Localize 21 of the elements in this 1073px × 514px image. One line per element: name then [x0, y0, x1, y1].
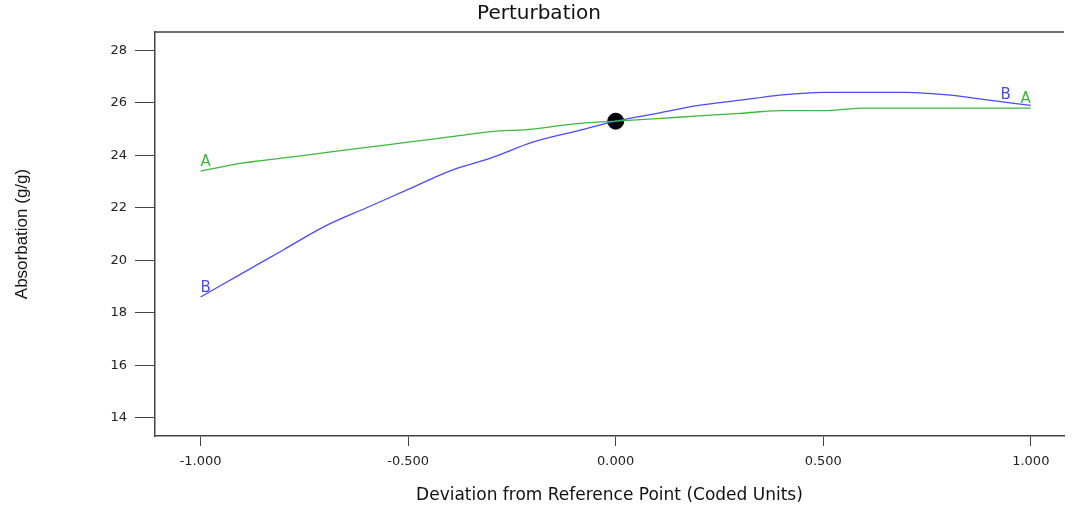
text: B: [200, 278, 211, 297]
y-tick-label: 22: [110, 199, 127, 215]
y-tick-label: 20: [110, 251, 127, 267]
y-axis-title: Absorbation (g/g): [11, 168, 31, 300]
x-tick-label: 1.000: [1012, 453, 1050, 469]
y-tick-label: 14: [110, 409, 127, 425]
chart-title: Perturbation: [477, 0, 601, 25]
series-label: A: [200, 152, 212, 171]
x-tick-label: -1.000: [179, 453, 222, 469]
y-tick-label: 24: [110, 146, 127, 162]
y-tick-label: 26: [110, 94, 127, 110]
text: A: [1020, 89, 1031, 108]
series-label: B: [1000, 84, 1011, 103]
x-tick-label: 0.000: [597, 453, 635, 469]
x-tick-label: 0.500: [804, 453, 842, 469]
y-tick-label: 28: [110, 41, 127, 57]
line-series: [199, 107, 1032, 172]
y-tick-label: 16: [110, 356, 127, 372]
y-tick-label: 18: [110, 304, 127, 320]
x-tick-label: -0.500: [387, 453, 430, 469]
x-axis-title: Deviation from Reference Point (Coded Units): [416, 484, 803, 505]
